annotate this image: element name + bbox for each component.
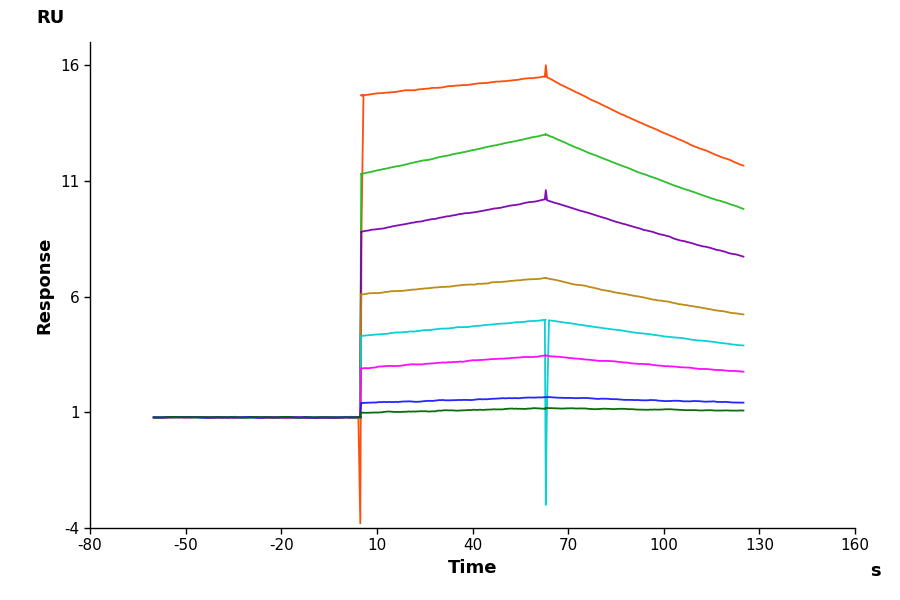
X-axis label: Time: Time — [448, 559, 497, 577]
Text: RU: RU — [36, 10, 65, 28]
Text: s: s — [870, 562, 881, 580]
Y-axis label: Response: Response — [35, 236, 53, 334]
